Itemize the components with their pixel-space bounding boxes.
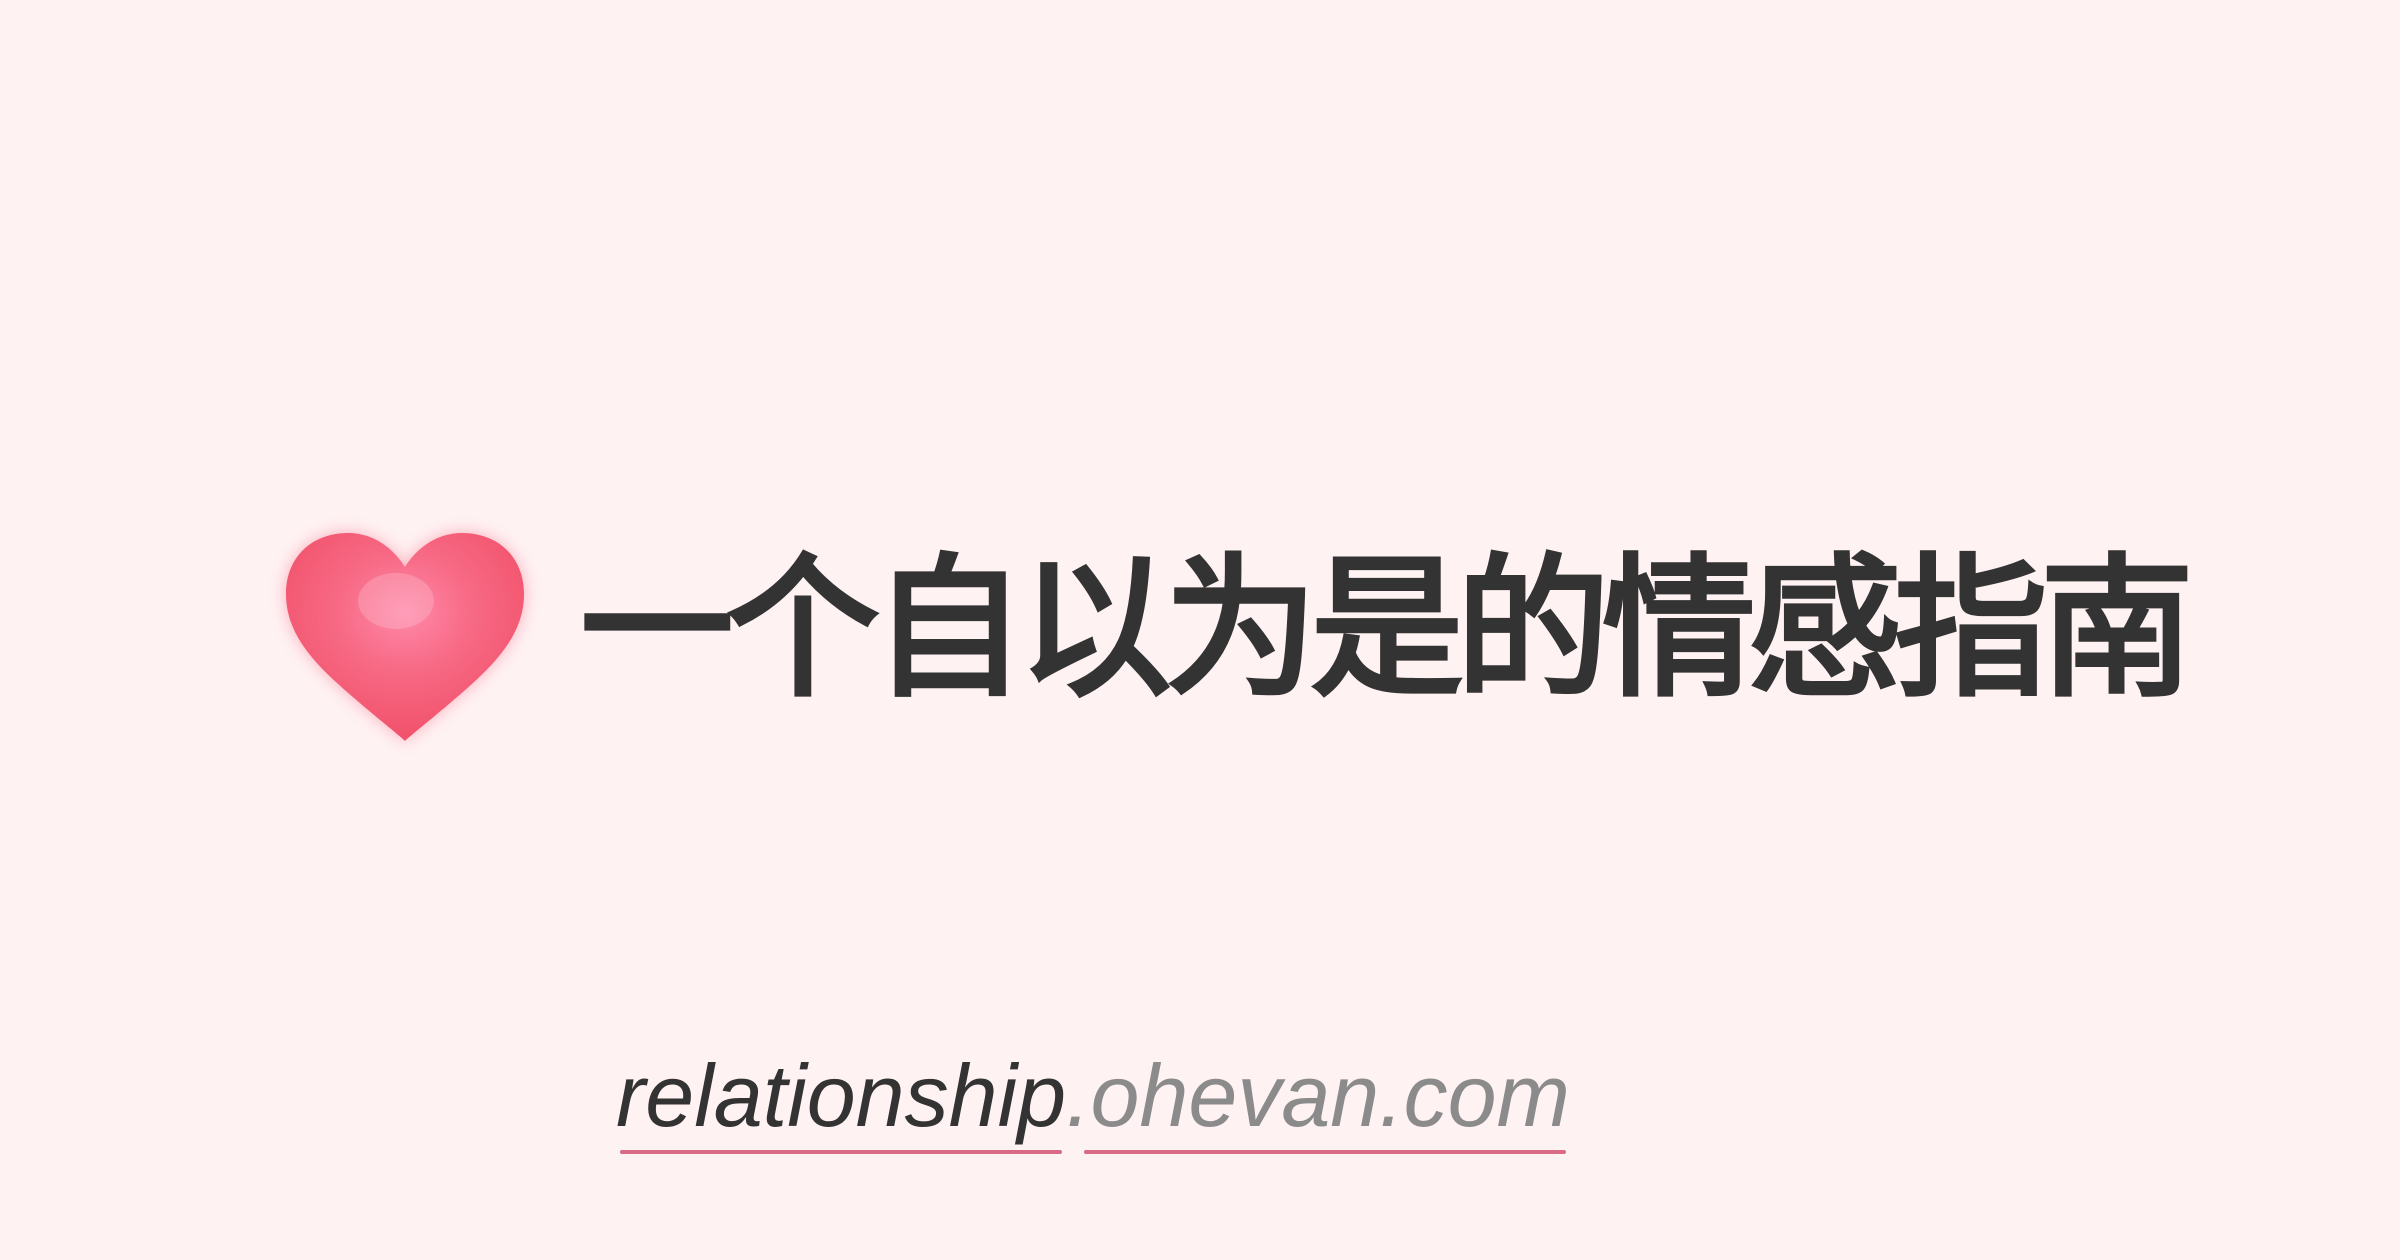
heart-icon: [286, 533, 524, 741]
domain-subdomain: relationship: [616, 1046, 1067, 1154]
site-domain: relationship.ohevan.com: [616, 1046, 1766, 1154]
page-title: 一个自以为是的情感指南: [580, 540, 2194, 719]
domain-site: .ohevan.com: [1066, 1046, 1570, 1154]
